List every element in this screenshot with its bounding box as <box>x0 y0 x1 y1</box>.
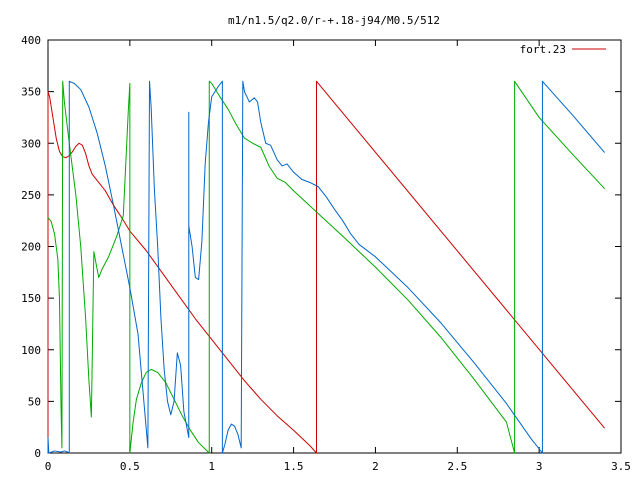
plot-frame <box>47 39 622 454</box>
y-tick-label: 300 <box>21 137 41 150</box>
x-tick-label: 0.5 <box>120 460 140 473</box>
x-tick-label: 2.5 <box>447 460 467 473</box>
chart-title: m1/n1.5/q2.0/r-+.18-j94/M0.5/512 <box>228 14 440 27</box>
y-tick-label: 200 <box>21 241 41 254</box>
x-tick-label: 2 <box>372 460 379 473</box>
series-line-2 <box>47 80 605 454</box>
series-line-3 <box>47 80 606 454</box>
x-tick-label: 1.5 <box>284 460 304 473</box>
y-tick-label: 350 <box>21 86 41 99</box>
x-axis: 0 0.5 1 1.5 2 2.5 3 3.5 <box>45 40 631 473</box>
x-tick-label: 3.5 <box>611 460 631 473</box>
y-tick-label: 50 <box>28 395 41 408</box>
y-tick-label: 150 <box>21 292 41 305</box>
y-tick-label: 250 <box>21 189 41 202</box>
x-tick-label: 1 <box>208 460 215 473</box>
legend: fort.23 <box>520 43 606 56</box>
y-tick-label: 400 <box>21 34 41 47</box>
series-layer <box>47 80 606 454</box>
series-line-1 <box>47 80 606 454</box>
legend-label: fort.23 <box>520 43 566 56</box>
y-axis: 0 50 100 150 200 250 300 350 400 <box>21 34 621 460</box>
x-tick-label: 3 <box>536 460 543 473</box>
y-tick-label: 0 <box>34 447 41 460</box>
y-tick-label: 100 <box>21 344 41 357</box>
x-tick-label: 0 <box>45 460 52 473</box>
